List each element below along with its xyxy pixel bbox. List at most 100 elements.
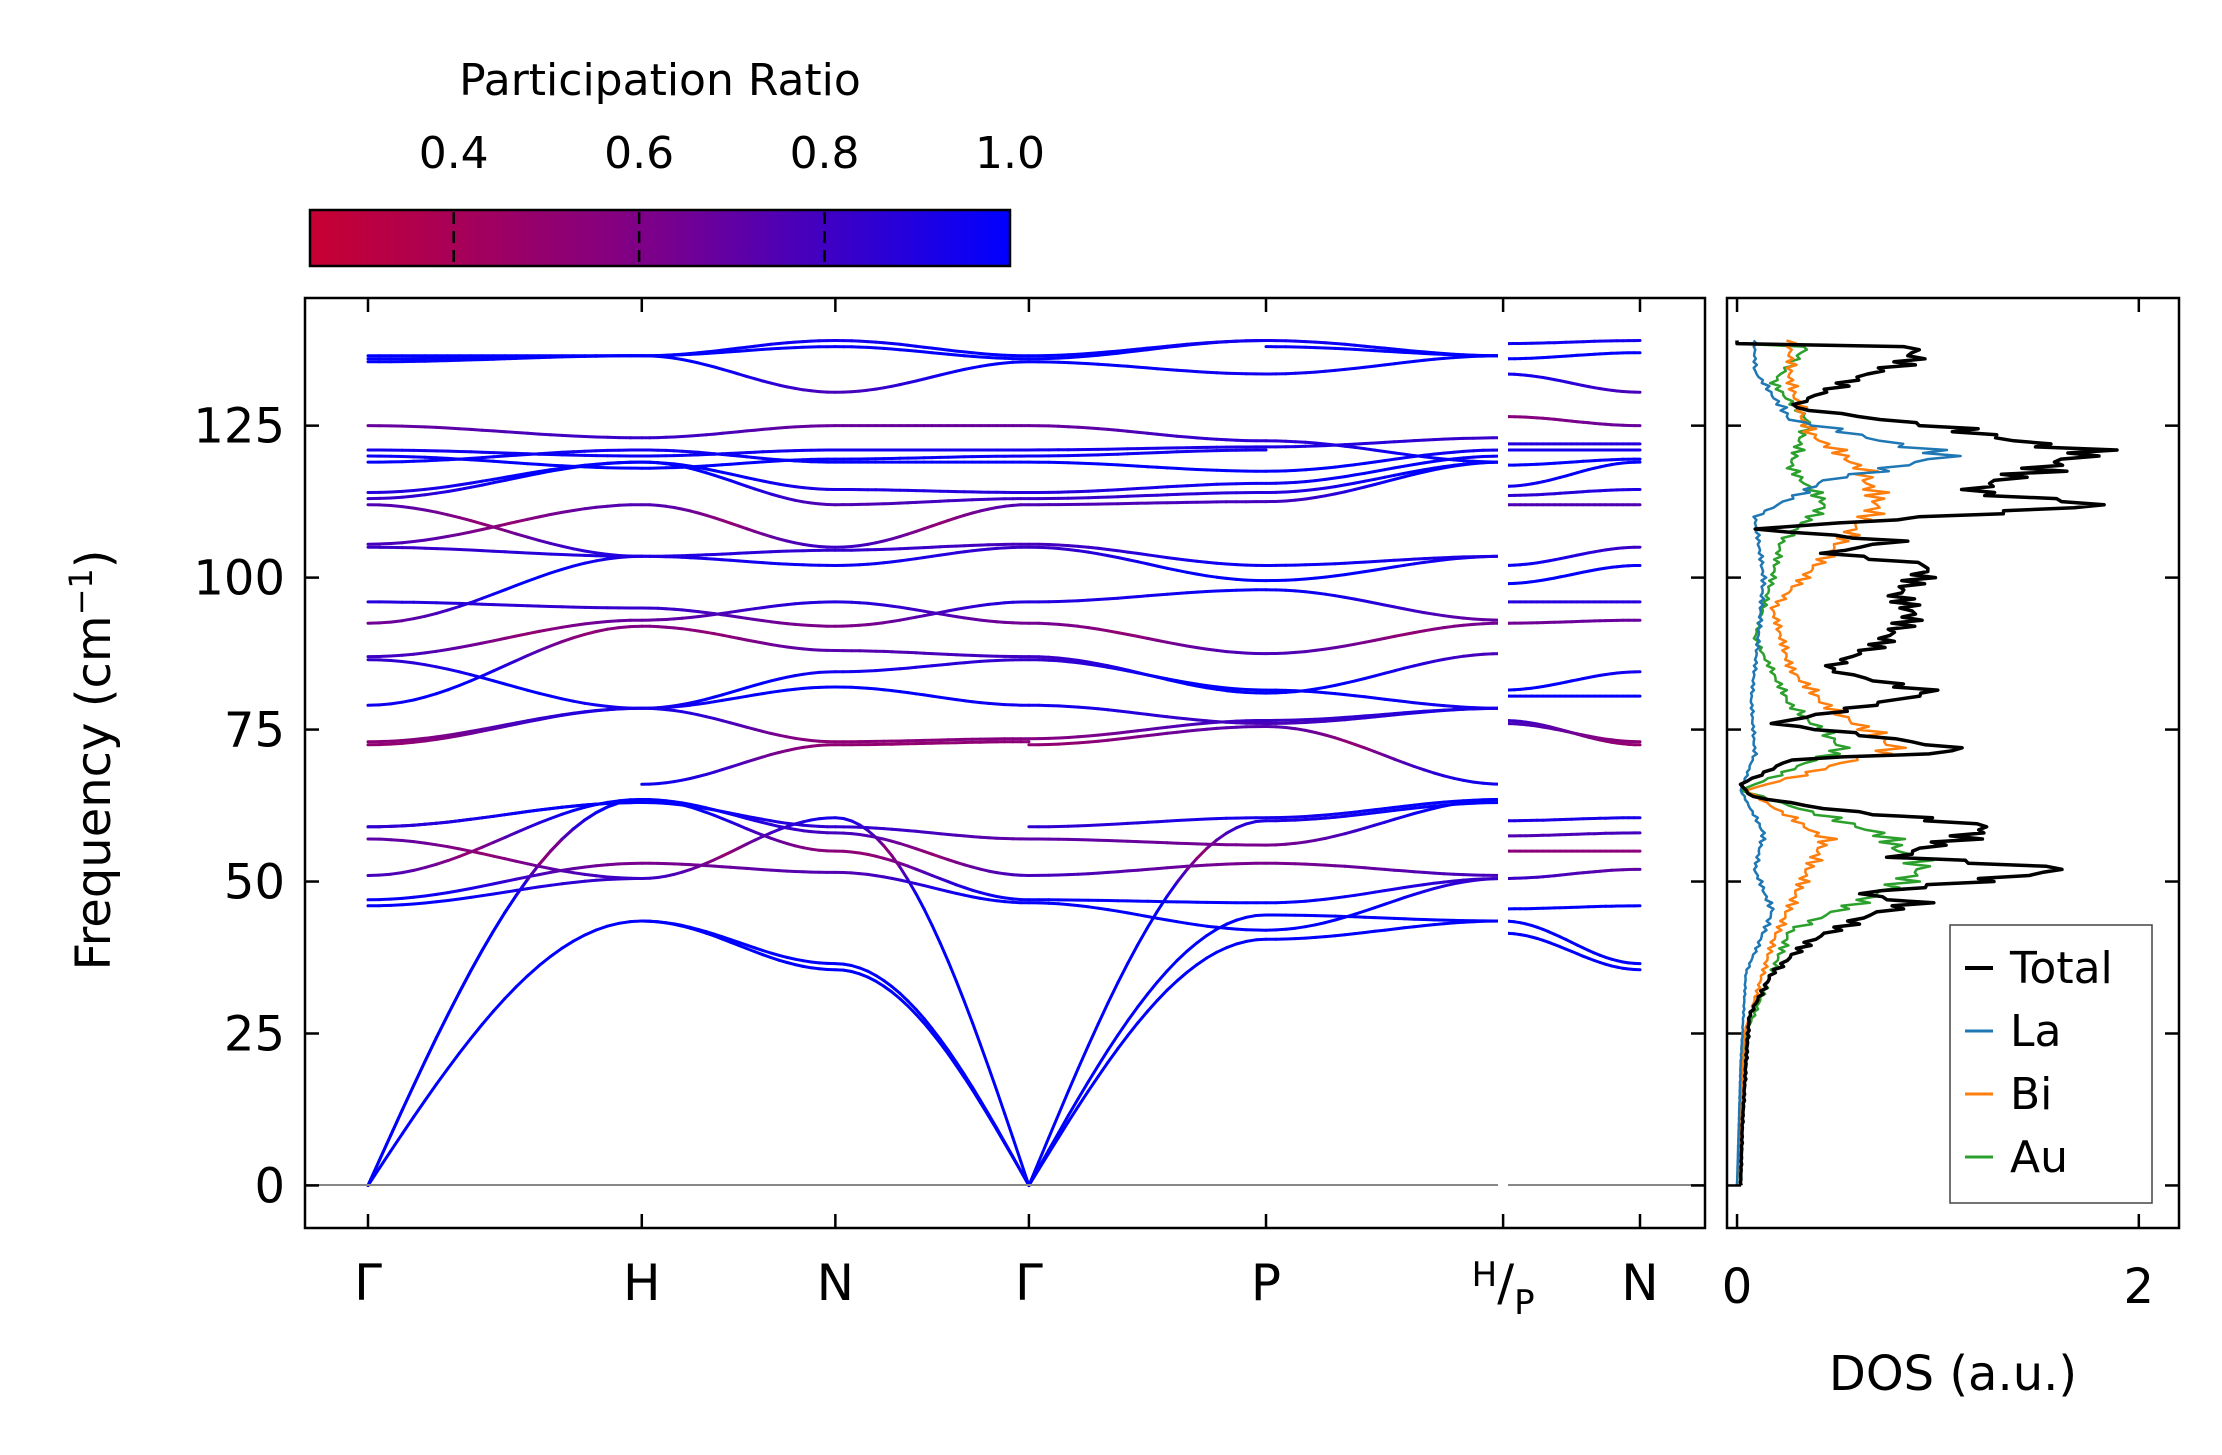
band-segment [1146, 465, 1159, 469]
band-segment [1185, 722, 1199, 727]
band-segment [1353, 445, 1367, 451]
band-segment [1225, 562, 1238, 567]
band-segment [389, 541, 404, 545]
band-segment [583, 559, 598, 565]
band-segment [1304, 814, 1317, 818]
band-segment [526, 470, 541, 475]
band-segment [1333, 736, 1347, 743]
band-segment [1343, 932, 1357, 937]
band-segment [377, 702, 393, 707]
band-segment [480, 455, 495, 460]
band-segment [1096, 1001, 1110, 1026]
band-segment [434, 510, 450, 517]
band-segment [1472, 455, 1485, 459]
kpoint-label: H [623, 1254, 661, 1312]
band-segment [526, 551, 541, 555]
band-segment [1304, 898, 1317, 903]
band-segment [503, 460, 518, 465]
band-segment [1096, 462, 1110, 466]
band-segment [469, 519, 484, 526]
band-segment [1343, 442, 1357, 447]
band-axes-frame [303, 296, 1707, 1230]
band-segment [1126, 364, 1140, 369]
band-segment [1294, 339, 1307, 344]
band-segment [1185, 590, 1199, 595]
band-segment [560, 827, 575, 841]
band-segment [1116, 1019, 1130, 1037]
band-segment [1076, 354, 1090, 359]
band-segment [946, 1048, 958, 1064]
band-segment [1392, 868, 1406, 873]
band-segment [1452, 654, 1466, 660]
band-segment [526, 629, 541, 636]
colorbar-gradient [308, 208, 1012, 268]
dos-lines [1735, 339, 2119, 1186]
band-segment [1175, 864, 1189, 869]
band-segment [1333, 895, 1347, 900]
band-segment [1412, 438, 1426, 443]
band-segment [1432, 465, 1446, 470]
band-segment [1076, 1080, 1090, 1100]
band-segment [1225, 918, 1238, 926]
band-segment [1244, 938, 1258, 943]
band-segment [1392, 475, 1406, 481]
band-segment [1412, 470, 1426, 476]
band-segment [1462, 801, 1475, 806]
band-segment [571, 879, 587, 884]
band-segment [537, 552, 552, 556]
band-segment [1155, 465, 1169, 470]
legend-label-bi: Bi [2010, 1069, 2052, 1120]
band-segment [1185, 921, 1199, 927]
band-segment [1402, 350, 1416, 355]
band-segment [549, 640, 564, 648]
band-segment [400, 652, 416, 657]
band-segment [480, 481, 495, 487]
band-segment [1323, 646, 1337, 651]
band-segment [549, 433, 564, 437]
band-segment [1175, 818, 1189, 822]
band-segment [1304, 467, 1317, 472]
band-segment [377, 654, 393, 658]
band-segment [446, 845, 461, 851]
band-segment [1175, 729, 1189, 734]
band-segment [1343, 595, 1357, 601]
band-segment [423, 737, 438, 743]
band-segment [1383, 346, 1396, 351]
band-segment [1373, 696, 1387, 701]
band-segment [1353, 640, 1367, 646]
band-segment [560, 869, 575, 875]
band-segment [1472, 877, 1485, 881]
band-segment [1383, 362, 1396, 367]
band-segment [1363, 906, 1377, 913]
band-segment [1422, 455, 1436, 460]
band-segment [571, 632, 587, 640]
band-lines [366, 339, 1642, 1187]
band-segment [537, 883, 552, 889]
band-segment [1294, 936, 1307, 941]
band-segment [1136, 594, 1149, 599]
band-segment [1284, 439, 1298, 444]
band-segment [412, 487, 427, 492]
band-segment [1096, 732, 1110, 737]
band-segment [1066, 425, 1080, 429]
band-segment [1373, 440, 1387, 445]
band-segment [1294, 818, 1307, 822]
band-segment [1343, 347, 1357, 351]
band-segment [469, 458, 484, 462]
band-segment [1195, 341, 1209, 345]
band-segment [898, 865, 910, 882]
band-segment [457, 548, 473, 552]
band-segment [914, 1012, 926, 1025]
band-segment [1057, 1113, 1070, 1135]
band-segment [1294, 480, 1307, 484]
band-segment [1205, 340, 1219, 345]
band-segment [1313, 575, 1327, 580]
band-segment [1432, 709, 1446, 713]
band-segment [446, 684, 461, 692]
band-segment [1422, 881, 1436, 887]
band-segment [1313, 717, 1327, 721]
band-segment [1086, 353, 1100, 358]
band-segment [962, 1000, 974, 1025]
band-segment [1096, 870, 1110, 875]
band-segment [1195, 572, 1209, 578]
